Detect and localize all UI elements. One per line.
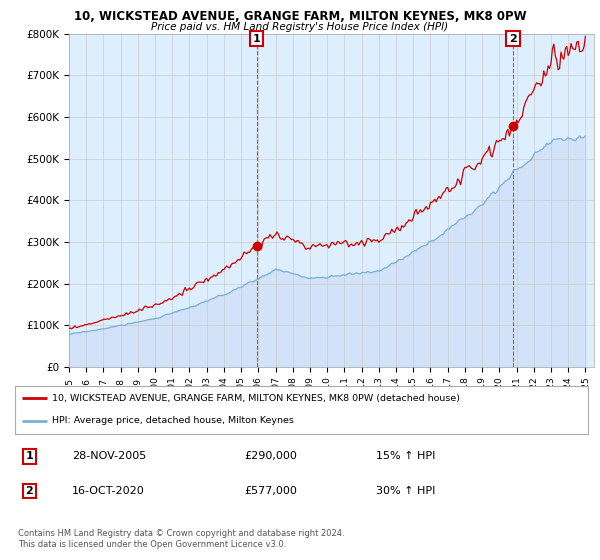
Text: 2: 2 <box>509 34 517 44</box>
Text: £577,000: £577,000 <box>244 486 297 496</box>
Text: £290,000: £290,000 <box>244 451 297 461</box>
Text: 1: 1 <box>253 34 260 44</box>
Text: Price paid vs. HM Land Registry's House Price Index (HPI): Price paid vs. HM Land Registry's House … <box>151 22 449 32</box>
Text: 2: 2 <box>25 486 33 496</box>
Text: 30% ↑ HPI: 30% ↑ HPI <box>376 486 436 496</box>
Text: Contains HM Land Registry data © Crown copyright and database right 2024.
This d: Contains HM Land Registry data © Crown c… <box>18 529 344 549</box>
Text: 16-OCT-2020: 16-OCT-2020 <box>73 486 145 496</box>
Text: 28-NOV-2005: 28-NOV-2005 <box>73 451 146 461</box>
Text: HPI: Average price, detached house, Milton Keynes: HPI: Average price, detached house, Milt… <box>52 416 294 425</box>
Text: 1: 1 <box>25 451 33 461</box>
Text: 15% ↑ HPI: 15% ↑ HPI <box>376 451 436 461</box>
Text: 10, WICKSTEAD AVENUE, GRANGE FARM, MILTON KEYNES, MK8 0PW: 10, WICKSTEAD AVENUE, GRANGE FARM, MILTO… <box>74 10 526 23</box>
Text: 10, WICKSTEAD AVENUE, GRANGE FARM, MILTON KEYNES, MK8 0PW (detached house): 10, WICKSTEAD AVENUE, GRANGE FARM, MILTO… <box>52 394 460 403</box>
